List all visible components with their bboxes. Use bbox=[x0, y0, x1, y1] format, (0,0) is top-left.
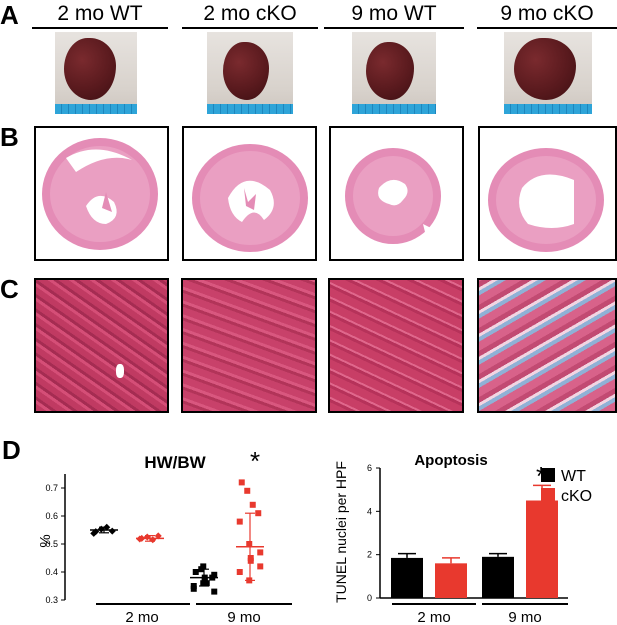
apoptosis-title: Apoptosis bbox=[414, 452, 487, 469]
scatter-point bbox=[244, 487, 251, 494]
y-tick-label: 0.6 bbox=[45, 511, 58, 521]
column-header-9mo-wt: 9 mo WT bbox=[351, 2, 437, 25]
he-cross-section-image bbox=[192, 144, 308, 252]
legend-label-cko: cKO bbox=[561, 488, 592, 505]
scatter-point bbox=[257, 549, 264, 556]
masson-trichrome-2mo-wt bbox=[34, 278, 169, 413]
scatter-point bbox=[200, 563, 207, 570]
apoptosis-group-label-2mo: 2 mo bbox=[417, 609, 450, 625]
scatter-point bbox=[90, 529, 98, 537]
masson-trichrome-9mo-wt bbox=[328, 278, 464, 413]
y-tick-label: 0.7 bbox=[45, 483, 58, 493]
legend-swatch-wt bbox=[541, 468, 555, 482]
scatter-point bbox=[211, 571, 218, 578]
column-rule bbox=[324, 27, 464, 29]
scatter-point bbox=[154, 532, 162, 540]
scatter-point bbox=[236, 569, 243, 575]
he-section-9mo-wt bbox=[329, 126, 464, 261]
column-header-9mo-cko: 9 mo cKO bbox=[500, 2, 594, 25]
masson-trichrome-9mo-cko bbox=[477, 278, 617, 413]
he-section-2mo-cko bbox=[182, 126, 317, 261]
vessel-lumen-image bbox=[116, 364, 124, 378]
hw-bw-ylabel: % bbox=[37, 534, 54, 547]
y-tick-label: 6 bbox=[367, 463, 372, 473]
masson-trichrome-2mo-cko bbox=[181, 278, 317, 413]
column-rule bbox=[32, 27, 168, 29]
y-tick-label: 4 bbox=[367, 506, 372, 516]
hw-bw-group-label-9mo: 9 mo bbox=[227, 609, 260, 625]
hw-bw-title: HW/BW bbox=[144, 453, 206, 472]
panel-a-letter: A bbox=[0, 0, 19, 30]
hw-bw-chart: HW/BW * % 0.3 0.4 0.5 0.6 0.7 2 mo 9 mo bbox=[37, 446, 292, 625]
heart-image bbox=[514, 38, 576, 100]
apoptosis-ylabel: TUNEL nuclei per HPF bbox=[333, 461, 349, 603]
y-tick-label: 0 bbox=[367, 593, 372, 603]
he-cross-section-image bbox=[345, 148, 443, 244]
he-section-2mo-wt bbox=[34, 126, 169, 261]
column-header-2mo-cko: 2 mo cKO bbox=[203, 2, 297, 25]
column-rule bbox=[477, 27, 617, 29]
legend-label-wt: WT bbox=[561, 468, 586, 485]
heart-image bbox=[223, 42, 269, 100]
panel-b-letter: B bbox=[0, 122, 19, 152]
scatter-point bbox=[257, 563, 264, 570]
he-section-9mo-cko bbox=[478, 126, 617, 261]
legend-swatch-cko bbox=[541, 488, 555, 502]
y-tick-label: 0.3 bbox=[45, 595, 58, 605]
scatter-point bbox=[249, 501, 256, 508]
scatter-point bbox=[211, 588, 218, 595]
scatter-point bbox=[238, 479, 245, 486]
y-tick-label: 2 bbox=[367, 550, 372, 560]
scatter-point bbox=[192, 569, 199, 575]
y-tick-label: 0.5 bbox=[45, 539, 58, 549]
ruler-image bbox=[55, 104, 137, 114]
panel-c-letter: C bbox=[0, 274, 19, 304]
he-cross-section-image bbox=[42, 138, 158, 250]
heart-photo-9mo-cko bbox=[504, 32, 592, 114]
apoptosis-group-label-9mo: 9 mo bbox=[508, 609, 541, 625]
heart-image bbox=[366, 42, 414, 100]
scatter-point bbox=[190, 585, 197, 592]
scatter-point bbox=[246, 541, 253, 547]
panel-d-letter: D bbox=[2, 435, 21, 465]
hw-bw-significance: * bbox=[250, 446, 260, 476]
ruler-image bbox=[504, 104, 592, 114]
ruler-image bbox=[352, 104, 436, 114]
heart-photo-2mo-wt bbox=[55, 32, 137, 114]
ruler-image bbox=[207, 104, 293, 114]
y-tick-label: 0.4 bbox=[45, 567, 58, 577]
heart-image bbox=[64, 38, 116, 100]
hw-bw-group-label-2mo: 2 mo bbox=[125, 609, 158, 625]
bar bbox=[482, 556, 514, 598]
bar bbox=[526, 500, 558, 598]
heart-photo-9mo-wt bbox=[352, 32, 436, 114]
column-rule bbox=[182, 27, 318, 29]
apoptosis-legend: WT cKO bbox=[541, 468, 592, 505]
scatter-point bbox=[200, 580, 207, 587]
scatter-point bbox=[255, 510, 262, 517]
scatter-point bbox=[247, 557, 254, 564]
bar bbox=[435, 563, 467, 598]
scatter-point bbox=[236, 518, 243, 525]
bar bbox=[391, 557, 423, 598]
heart-photo-2mo-cko bbox=[207, 32, 293, 114]
scatter-point bbox=[108, 527, 116, 535]
he-cross-section-image bbox=[488, 148, 604, 252]
column-header-2mo-wt: 2 mo WT bbox=[57, 2, 143, 25]
